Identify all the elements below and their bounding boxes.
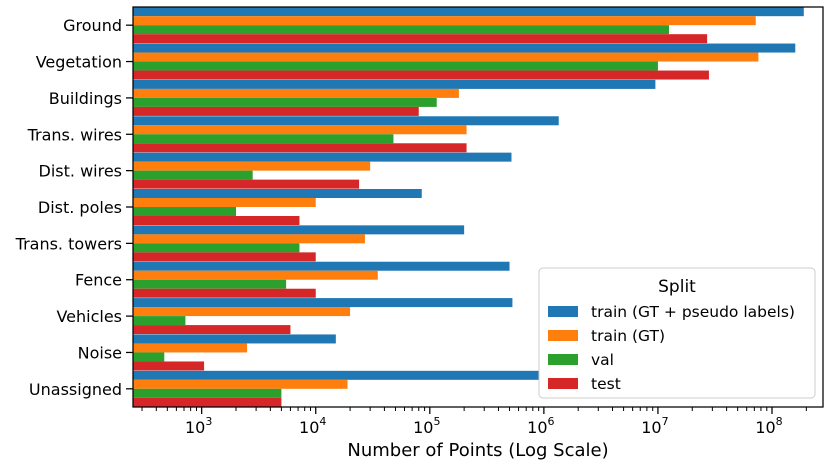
bar-vegetation-train-gt (133, 52, 759, 62)
y-axis: Ground Vegetation Buildings Trans. wires Dis… (15, 16, 133, 399)
bar-noise-test (133, 361, 205, 371)
bar-noise-train-gt (133, 343, 248, 353)
legend-item-label: train (GT) (591, 327, 665, 345)
bar-vehicles-train-gt (133, 307, 351, 317)
bar-noise-val (133, 352, 165, 362)
bar-dist-poles-train-gt-pseudo-labels (133, 189, 422, 198)
legend-item-label: train (GT + pseudo labels) (591, 303, 795, 321)
y-tick-label: Vehicles (56, 307, 122, 326)
legend-title: Split (658, 277, 696, 297)
y-tick-label: Unassigned (29, 380, 122, 399)
legend-swatch (548, 330, 578, 341)
bar-trans-wires-test (133, 143, 467, 153)
bar-vehicles-test (133, 325, 291, 335)
legend-items: train (GT + pseudo labels) train (GT) val t… (548, 303, 795, 393)
bar-buildings-train-gt (133, 88, 459, 98)
bar-unassigned-train-gt-pseudo-labels (133, 370, 539, 380)
bar-dist-wires-train-gt (133, 161, 371, 171)
bar-ground-val (133, 25, 669, 35)
x-axis-label: Number of Points (Log Scale) (347, 440, 608, 461)
legend-box (538, 267, 816, 399)
bar-trans-wires-train-gt (133, 125, 467, 135)
legend-item-label: test (591, 375, 621, 393)
bar-vehicles-val (133, 316, 186, 326)
bar-unassigned-val (133, 388, 282, 398)
x-tick-label: 106 (527, 415, 554, 437)
bar-dist-poles-val (133, 207, 237, 216)
y-tick-label: Fence (75, 271, 122, 290)
y-tick-label: Noise (78, 343, 122, 362)
y-tick-label: Vegetation (36, 53, 122, 72)
bar-trans-towers-train-gt (133, 234, 365, 244)
bar-noise-train-gt-pseudo-labels (133, 334, 336, 344)
x-tick-label: 104 (299, 415, 326, 437)
y-tick-label: Ground (63, 16, 122, 35)
bar-vehicles-train-gt-pseudo-labels (133, 298, 513, 308)
bar-buildings-val (133, 97, 437, 107)
legend-swatch (548, 354, 578, 365)
y-tick-label: Dist. wires (39, 162, 122, 181)
y-tick-label: Dist. poles (38, 198, 122, 217)
bar-trans-wires-train-gt-pseudo-labels (133, 116, 559, 126)
x-tick-label: 105 (413, 415, 440, 437)
bar-ground-train-gt-pseudo-labels (133, 7, 804, 17)
bar-vegetation-val (133, 61, 658, 71)
bar-ground-train-gt (133, 16, 756, 26)
bar-unassigned-test (133, 397, 282, 407)
bar-fence-test (133, 288, 316, 298)
bar-dist-wires-val (133, 170, 253, 180)
legend-swatch (548, 306, 578, 317)
legend-item-label: val (591, 351, 614, 369)
bar-unassigned-train-gt (133, 379, 348, 389)
bar-buildings-train-gt-pseudo-labels (133, 79, 656, 89)
x-tick-label: 108 (755, 415, 782, 437)
x-tick-label: 107 (641, 415, 668, 437)
y-tick-label: Trans. wires (27, 125, 122, 144)
bar-vegetation-train-gt-pseudo-labels (133, 43, 796, 53)
bar-fence-train-gt (133, 270, 378, 280)
legend: Split train (GT + pseudo labels)train (G… (538, 267, 816, 399)
bar-vegetation-test (133, 70, 709, 80)
bar-trans-towers-val (133, 243, 300, 253)
bar-dist-wires-train-gt-pseudo-labels (133, 152, 512, 162)
bar-fence-val (133, 279, 287, 289)
bar-dist-poles-train-gt (133, 198, 316, 207)
bar-trans-towers-test (133, 252, 316, 262)
bar-dist-poles-test (133, 216, 300, 225)
x-tick-label: 103 (185, 415, 212, 437)
bars-layer (133, 7, 804, 407)
bar-ground-test (133, 34, 708, 44)
bar-trans-wires-val (133, 134, 394, 144)
y-tick-label: Buildings (49, 89, 122, 108)
bar-trans-towers-train-gt-pseudo-labels (133, 225, 465, 235)
bar-fence-train-gt-pseudo-labels (133, 261, 510, 271)
bar-buildings-test (133, 106, 419, 116)
x-axis: 103 104 105 106 107 108 (141, 407, 807, 437)
y-tick-label: Trans. towers (15, 234, 122, 253)
legend-swatch (548, 378, 578, 389)
bar-dist-wires-test (133, 179, 360, 189)
